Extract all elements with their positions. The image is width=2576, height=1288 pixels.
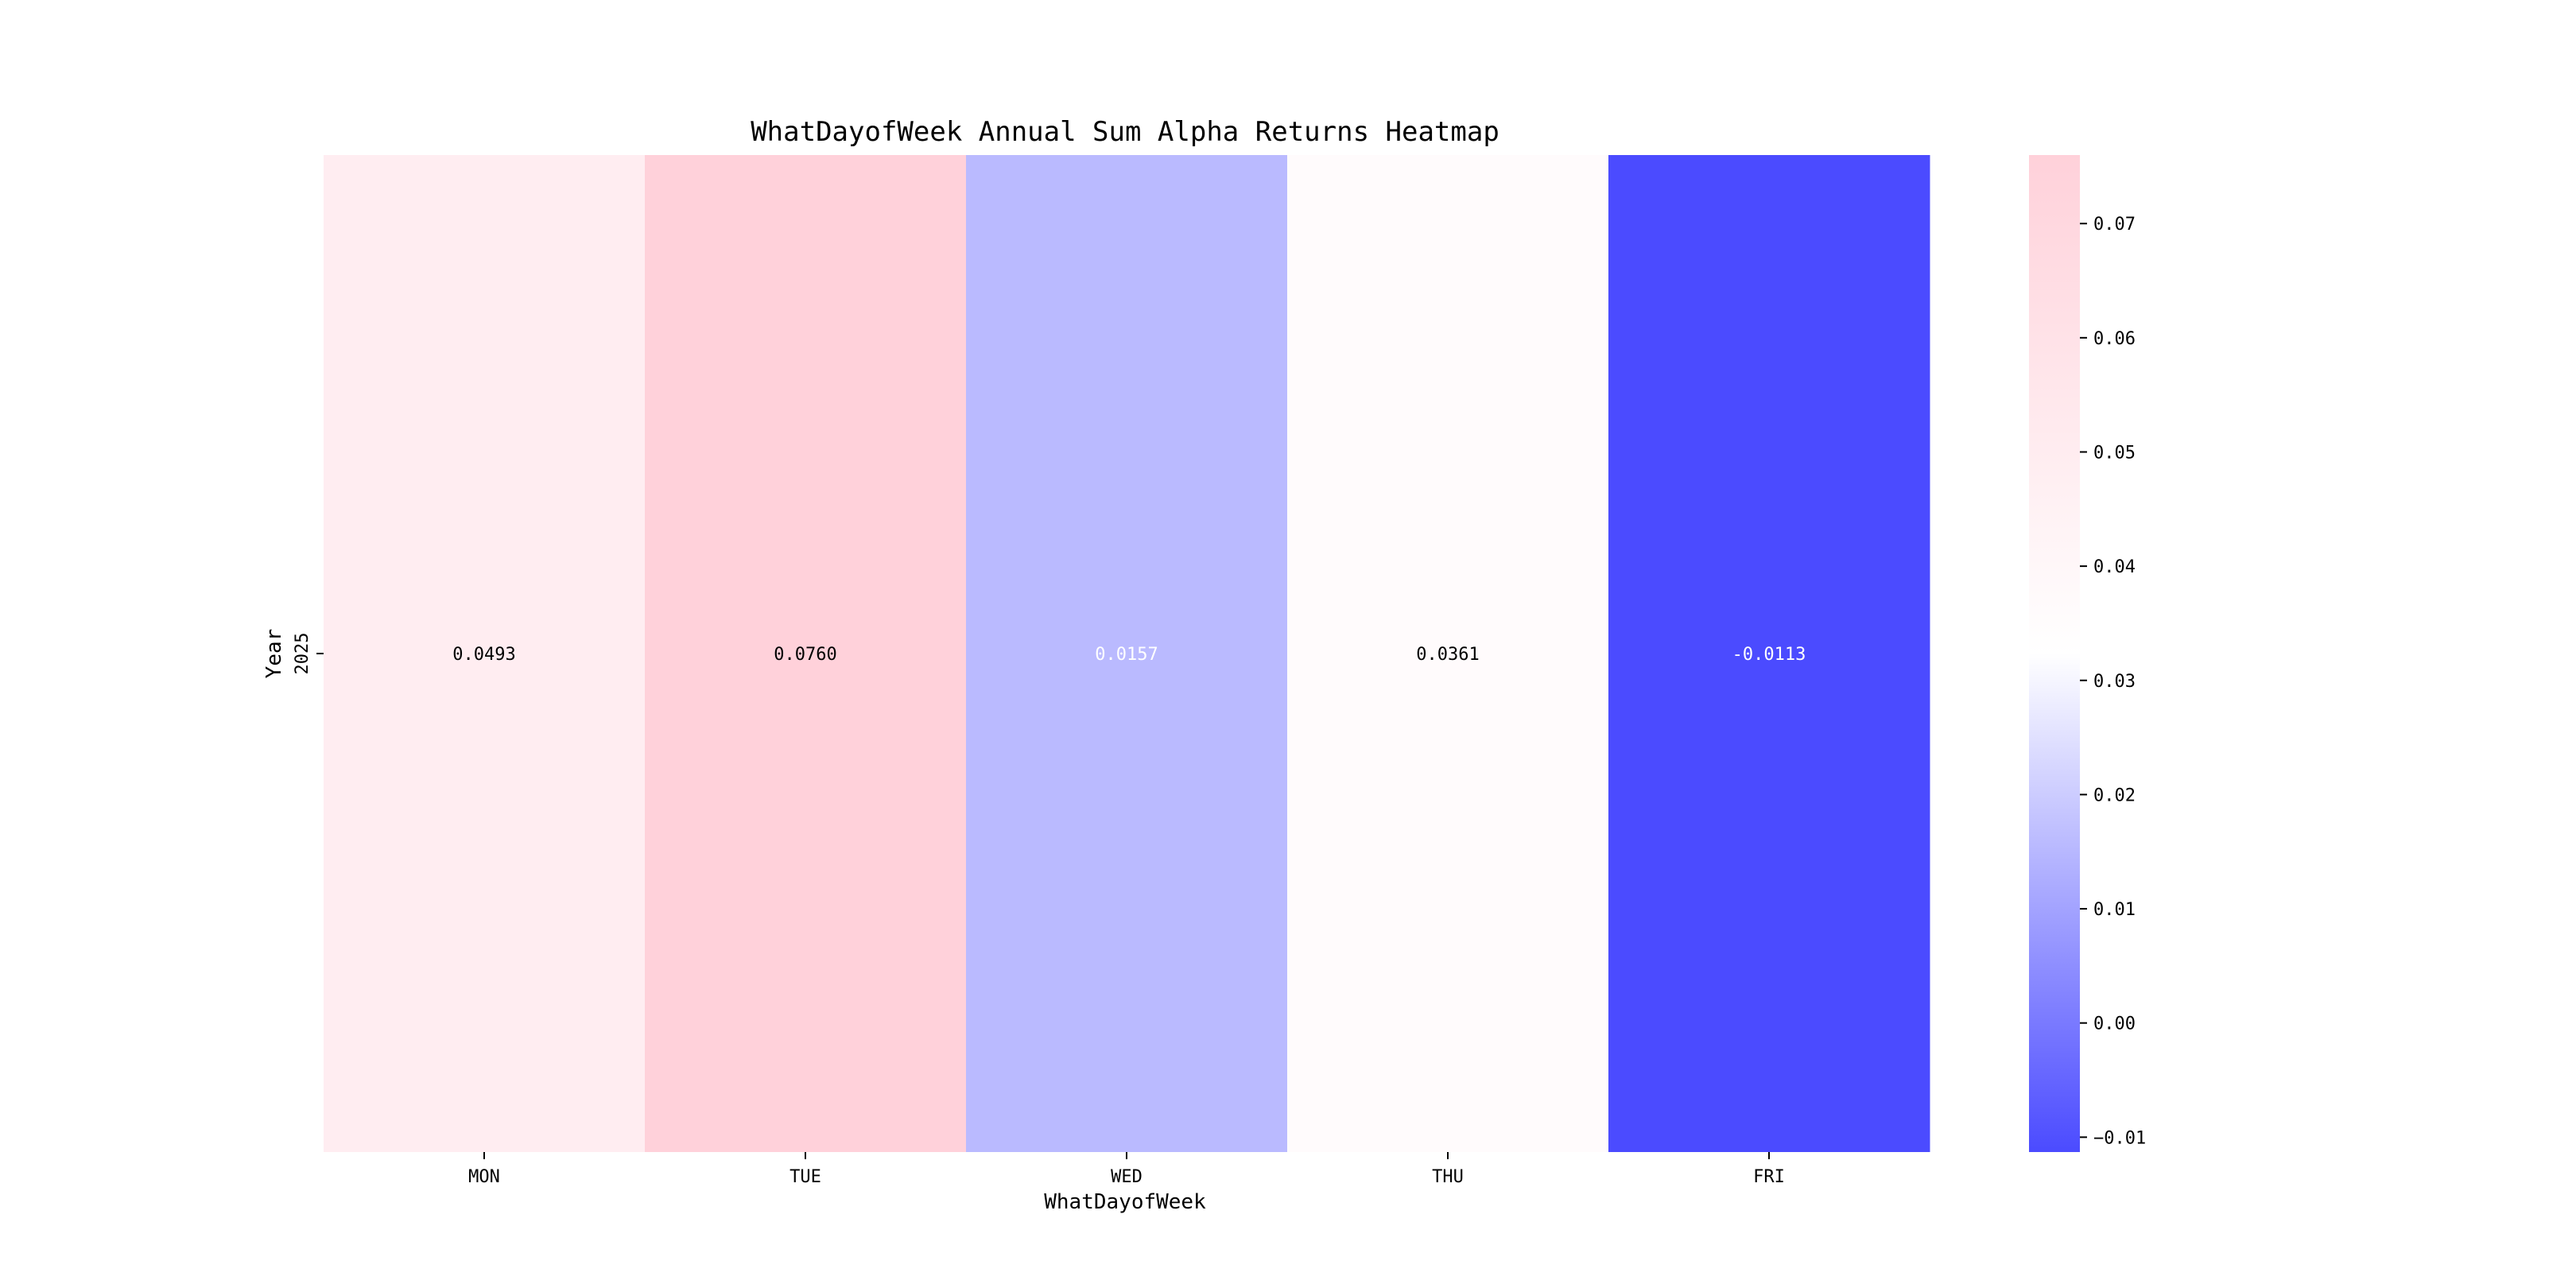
x-tick-label: THU bbox=[1432, 1167, 1464, 1187]
colorbar-ticks: 0.07 0.06 0.05 0.04 0.03 0.02 0.01 0.00 −0.01 bbox=[2080, 215, 2146, 1148]
heatmap-cells bbox=[324, 155, 1930, 1152]
y-axis-ticks: 2025 bbox=[293, 633, 324, 675]
colorbar-tick-label: 0.05 bbox=[2093, 443, 2136, 463]
heatmap-cell-mon bbox=[324, 155, 646, 1152]
heatmap-cell-wed bbox=[966, 155, 1288, 1152]
colorbar-tick-label: −0.01 bbox=[2093, 1128, 2146, 1148]
x-tick-label: MON bbox=[468, 1167, 500, 1187]
colorbar-tick-label: 0.06 bbox=[2093, 329, 2136, 349]
cell-value-label: 0.0760 bbox=[774, 645, 836, 665]
x-axis-label: WhatDayofWeek bbox=[1044, 1190, 1206, 1214]
colorbar-tick-label: 0.01 bbox=[2093, 900, 2136, 920]
x-tick-label: TUE bbox=[789, 1167, 821, 1187]
x-axis-ticks: MON TUE WED THU FRI bbox=[468, 1152, 1785, 1187]
cell-value-label: -0.0113 bbox=[1732, 645, 1806, 665]
heatmap-cell-fri bbox=[1608, 155, 1930, 1152]
colorbar-tick-label: 0.04 bbox=[2093, 557, 2136, 577]
y-tick-label: 2025 bbox=[293, 633, 312, 675]
heatmap-cell-thu bbox=[1287, 155, 1609, 1152]
x-tick-label: FRI bbox=[1753, 1167, 1785, 1187]
cell-value-label: 0.0157 bbox=[1095, 645, 1158, 665]
heatmap-cell-tue bbox=[645, 155, 967, 1152]
colorbar-tick-label: 0.02 bbox=[2093, 786, 2136, 805]
x-tick-label: WED bbox=[1111, 1167, 1143, 1187]
cell-value-label: 0.0493 bbox=[452, 645, 515, 665]
colorbar-tick-label: 0.07 bbox=[2093, 215, 2136, 235]
colorbar-tick-label: 0.03 bbox=[2093, 672, 2136, 692]
y-axis-label: Year bbox=[262, 629, 286, 679]
cell-value-labels: 0.0493 0.0760 0.0157 0.0361 -0.0113 bbox=[452, 645, 1806, 665]
cell-value-label: 0.0361 bbox=[1416, 645, 1479, 665]
colorbar-tick-label: 0.00 bbox=[2093, 1014, 2136, 1034]
colorbar bbox=[2029, 155, 2080, 1152]
chart-title: WhatDayofWeek Annual Sum Alpha Returns H… bbox=[751, 116, 1499, 148]
